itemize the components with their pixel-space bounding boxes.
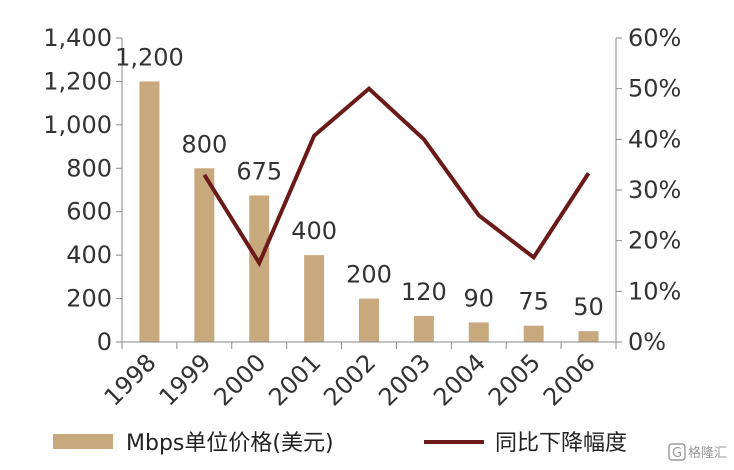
- bar: [249, 195, 270, 342]
- bar-data-label: 75: [518, 288, 549, 316]
- bar-data-label: 1,200: [115, 43, 184, 71]
- y-left-tick-label: 1,000: [43, 111, 112, 139]
- bar-data-label: 90: [464, 284, 495, 312]
- x-tick-label: 2004: [428, 348, 491, 411]
- watermark-text: 格隆汇: [688, 445, 727, 461]
- y-right-tick-label: 10%: [628, 277, 681, 305]
- bar-data-label: 50: [573, 293, 604, 321]
- y-left-tick-label: 1,400: [43, 24, 112, 52]
- bar: [139, 81, 160, 342]
- y-right-tick-label: 40%: [628, 125, 681, 153]
- y-left-tick-label: 1,200: [43, 67, 112, 95]
- x-tick-label: 1998: [99, 348, 162, 411]
- bar-data-label: 675: [236, 157, 282, 185]
- legend: Mbps单位价格(美元) 同比下降幅度: [53, 431, 627, 456]
- line-series-path: [202, 85, 591, 268]
- bar-series: [139, 81, 599, 342]
- y-left-axis: 0 200 400 600 800 1,000 1,200 1,400: [43, 24, 123, 356]
- bar: [304, 255, 325, 342]
- bar-data-label: 800: [181, 130, 227, 158]
- bar: [468, 322, 489, 342]
- watermark: G 格隆汇: [668, 443, 727, 461]
- y-left-tick-label: 800: [66, 154, 112, 182]
- bar: [523, 325, 544, 342]
- x-tick-label: 2000: [208, 348, 271, 411]
- watermark-logo-letter: G: [672, 446, 682, 461]
- x-tick-label: 2002: [318, 348, 381, 411]
- y-left-tick-label: 0: [97, 328, 112, 356]
- bar: [413, 315, 434, 342]
- bar-data-labels: 1,200 800 675 400 200 120 90 75 50: [115, 43, 604, 321]
- x-tick-label: 1999: [154, 348, 217, 411]
- y-left-tick-label: 200: [66, 285, 112, 313]
- bar: [578, 331, 599, 342]
- y-right-tick-label: 50%: [628, 75, 681, 103]
- watermark-logo-icon: [668, 443, 686, 461]
- x-tick-label: 2005: [483, 348, 546, 411]
- bar: [359, 298, 379, 342]
- bar-data-label: 200: [346, 261, 392, 289]
- x-tick-label: 2001: [263, 348, 326, 411]
- legend-swatch-bar: [53, 434, 113, 449]
- y-left-tick-label: 400: [66, 241, 112, 269]
- y-right-tick-label: 0%: [628, 328, 666, 356]
- x-tick-label: 2006: [538, 348, 601, 411]
- legend-label-bar: Mbps单位价格(美元): [126, 431, 334, 456]
- y-right-tick-label: 30%: [628, 176, 681, 204]
- y-right-tick-label: 20%: [628, 227, 681, 255]
- y-right-tick-label: 60%: [628, 24, 681, 52]
- x-tick-label: 2003: [373, 348, 436, 411]
- bar: [194, 168, 215, 342]
- bar-data-label: 120: [401, 278, 447, 306]
- y-right-axis: 0% 10% 20% 30% 40% 50% 60%: [615, 24, 681, 356]
- bar-data-label: 400: [291, 217, 337, 245]
- legend-label-line: 同比下降幅度: [495, 431, 627, 456]
- line-series: [202, 85, 591, 268]
- y-left-tick-label: 600: [66, 198, 112, 226]
